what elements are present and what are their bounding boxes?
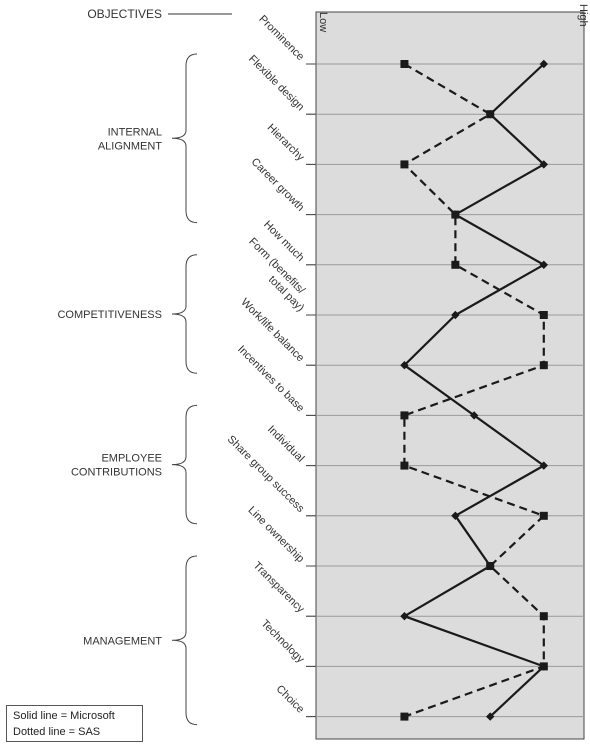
marker-microsoft — [539, 59, 548, 69]
group-label: CONTRIBUTIONS — [71, 467, 162, 479]
group-bracket — [171, 555, 198, 726]
group-label: ALIGNMENT — [98, 140, 162, 152]
series-line-microsoft — [401, 63, 547, 718]
category-label: Career growth — [249, 156, 307, 214]
marker-microsoft — [486, 712, 495, 721]
group-label: MANAGEMENT — [83, 635, 162, 647]
marker-sas — [539, 361, 548, 370]
marker-microsoft — [539, 160, 548, 169]
marker-sas — [539, 511, 548, 520]
group-label: COMPETITIVENESS — [57, 309, 162, 321]
category-label: Individual — [265, 423, 306, 464]
group-label: EMPLOYEE — [101, 453, 162, 465]
legend: Solid line = Microsoft Dotted line = SAS — [6, 705, 143, 742]
legend-microsoft: Solid line = Microsoft — [13, 710, 115, 722]
marker-sas — [400, 461, 409, 470]
plot-panel — [315, 11, 585, 740]
marker-sas — [451, 260, 460, 269]
marker-sas — [400, 60, 409, 68]
group-bracket — [171, 404, 198, 525]
group-bracket — [171, 254, 198, 374]
marker-microsoft — [451, 511, 460, 520]
marker-sas — [400, 160, 409, 169]
axis-low-label: Low — [317, 12, 329, 32]
legend-sas: Dotted line = SAS — [13, 726, 101, 738]
marker-sas — [539, 662, 548, 671]
group-bracket — [171, 53, 198, 224]
marker-sas — [486, 110, 495, 119]
group-brackets: INTERNAL ALIGNMENT COMPETITIVENESS EMPLOYEE… — [57, 53, 198, 726]
marker-microsoft — [451, 310, 460, 320]
series-line-sas — [402, 63, 546, 718]
category-label: Technology — [259, 618, 307, 666]
series-layer — [400, 59, 548, 721]
category-label: Prominence — [256, 13, 306, 63]
marker-sas — [486, 562, 495, 570]
group-label: INTERNAL — [108, 126, 162, 138]
marker-microsoft — [539, 260, 548, 269]
axis-high-label: High — [577, 4, 589, 27]
marker-sas — [539, 311, 548, 319]
objectives-label: OBJECTIVES — [87, 7, 162, 21]
category-label: Choice — [274, 683, 307, 716]
marker-sas — [451, 210, 460, 219]
grid-lines — [306, 63, 584, 718]
marker-sas — [539, 612, 548, 621]
category-label: Hierarchy — [265, 122, 307, 164]
marker-microsoft — [400, 361, 409, 370]
marker-microsoft — [400, 612, 409, 621]
marker-sas — [400, 712, 409, 721]
marker-microsoft — [539, 461, 548, 470]
marker-sas — [400, 411, 409, 420]
marker-microsoft — [469, 411, 479, 420]
category-label: Transparency — [251, 560, 307, 616]
